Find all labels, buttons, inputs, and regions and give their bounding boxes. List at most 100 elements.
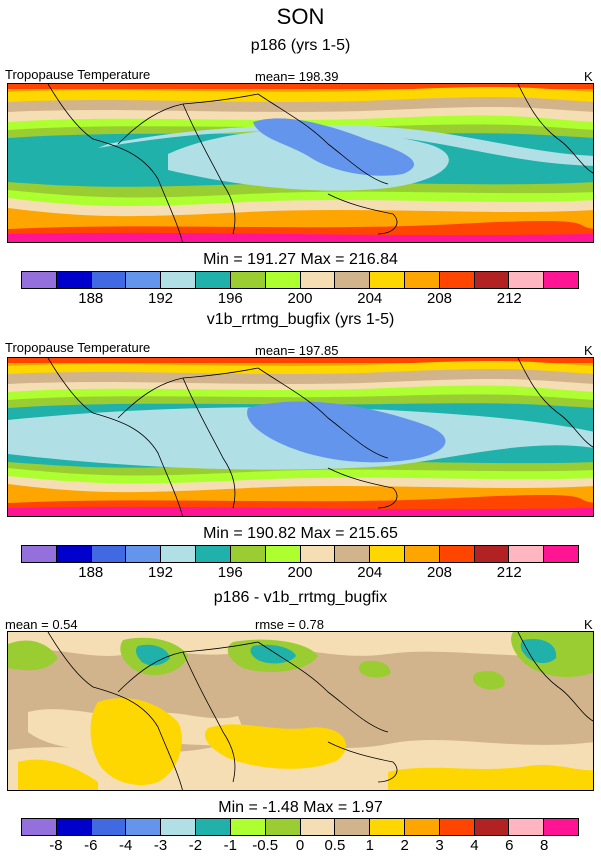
panel3-contour-field — [8, 632, 593, 790]
colorbar-swatch — [196, 819, 231, 835]
colorbar-tick-label: 3 — [435, 837, 444, 854]
colorbar-swatch — [370, 272, 405, 288]
colorbar-tick-label: 212 — [496, 290, 522, 307]
colorbar-swatch — [439, 272, 475, 288]
colorbar-swatch — [161, 546, 197, 562]
colorbar-swatch — [230, 272, 266, 288]
colorbar-swatch — [91, 272, 127, 288]
panel2-minmax: Min = 190.82 Max = 215.65 — [203, 525, 398, 542]
panel2-variable-label: Tropopause Temperature — [5, 340, 151, 355]
panel2-colorbar-ticks: 188 192 196 200 204 208 212 — [21, 564, 579, 582]
figure-title: SON — [276, 4, 325, 29]
colorbar-swatch — [509, 819, 545, 835]
panel2-units-label: K — [584, 343, 593, 358]
colorbar-swatch — [544, 819, 578, 835]
colorbar-swatch — [335, 546, 371, 562]
colorbar-tick-label: -3 — [153, 837, 168, 854]
colorbar-swatch — [509, 272, 545, 288]
colorbar-tick-label: 208 — [426, 290, 453, 307]
colorbar-tick-label: 188 — [78, 564, 104, 581]
colorbar-swatch — [91, 819, 127, 835]
colorbar-tick-label: 192 — [147, 564, 174, 581]
colorbar-swatch — [335, 819, 371, 835]
colorbar-swatch — [56, 819, 92, 835]
colorbar-tick-label: -0.5 — [252, 837, 279, 854]
panel2-colorbar — [21, 545, 579, 563]
colorbar-swatch — [439, 819, 475, 835]
panel2-mean-label: mean= 197.85 — [255, 343, 339, 358]
panel3-units-label: K — [584, 617, 593, 632]
colorbar-tick-label: 2 — [400, 837, 409, 854]
colorbar-swatch — [230, 546, 266, 562]
colorbar-swatch — [126, 546, 162, 562]
colorbar-swatch — [56, 546, 92, 562]
colorbar-swatch — [22, 272, 57, 288]
colorbar-tick-label: 204 — [357, 564, 383, 581]
panel1-map — [7, 83, 594, 243]
panel1-minmax: Min = 191.27 Max = 216.84 — [203, 251, 398, 268]
colorbar-swatch — [404, 272, 440, 288]
colorbar-swatch — [161, 819, 197, 835]
panel1-variable-label: Tropopause Temperature — [5, 67, 151, 82]
colorbar-swatch — [265, 546, 301, 562]
colorbar-swatch — [509, 546, 545, 562]
colorbar-tick-label: 1 — [365, 837, 374, 854]
colorbar-swatch — [91, 546, 127, 562]
panel3-minmax: Min = -1.48 Max = 1.97 — [218, 799, 383, 816]
colorbar-swatch — [544, 546, 578, 562]
colorbar-swatch — [265, 819, 301, 835]
colorbar-swatch — [300, 546, 336, 562]
colorbar-swatch — [265, 272, 301, 288]
colorbar-swatch — [474, 272, 510, 288]
colorbar-swatch — [230, 819, 266, 835]
colorbar-swatch — [56, 272, 92, 288]
colorbar-tick-label: 0.5 — [324, 837, 346, 854]
colorbar-swatch — [161, 272, 197, 288]
colorbar-swatch — [404, 819, 440, 835]
colorbar-tick-label: -1 — [223, 837, 237, 854]
colorbar-tick-label: -2 — [188, 837, 203, 854]
panel2-subtitle: v1b_rrtmg_bugfix (yrs 1-5) — [206, 311, 395, 328]
colorbar-tick-label: 212 — [496, 564, 522, 581]
panel3-colorbar — [21, 818, 579, 836]
colorbar-tick-label: 200 — [287, 290, 313, 307]
colorbar-swatch — [22, 546, 57, 562]
colorbar-tick-label: 6 — [505, 837, 514, 854]
colorbar-swatch — [404, 546, 440, 562]
panel3-mean-label: mean = 0.54 — [5, 617, 78, 632]
colorbar-tick-label: 8 — [539, 837, 549, 854]
panel2-contour-field — [8, 358, 593, 516]
panel1-contour-field — [8, 84, 593, 242]
colorbar-swatch — [370, 546, 405, 562]
colorbar-tick-label: 204 — [357, 290, 383, 307]
panel3-colorbar-ticks: -8 -6 -4 -3 -2 -1 -0.5 0 0.5 1 2 3 4 6 8 — [21, 837, 579, 855]
colorbar-swatch — [474, 546, 510, 562]
colorbar-swatch — [474, 819, 510, 835]
colorbar-swatch — [544, 272, 578, 288]
colorbar-tick-label: 208 — [426, 564, 453, 581]
colorbar-tick-label: -8 — [49, 837, 63, 854]
colorbar-tick-label: 196 — [217, 564, 243, 581]
colorbar-swatch — [196, 546, 231, 562]
panel1-colorbar-ticks: 188 192 196 200 204 208 212 — [21, 290, 579, 308]
panel1-colorbar — [21, 271, 579, 289]
colorbar-swatch — [196, 272, 231, 288]
panel3-map — [7, 631, 594, 791]
colorbar-swatch — [439, 546, 475, 562]
panel1-mean-label: mean= 198.39 — [255, 69, 339, 84]
colorbar-tick-label: 200 — [287, 564, 313, 581]
panel3-subtitle: p186 - v1b_rrtmg_bugfix — [213, 589, 388, 606]
colorbar-tick-label: 192 — [147, 290, 174, 307]
colorbar-swatch — [335, 272, 371, 288]
colorbar-tick-label: 0 — [295, 837, 305, 854]
panel3-rmse-label: rmse = 0.78 — [255, 617, 325, 632]
colorbar-swatch — [126, 272, 162, 288]
colorbar-tick-label: -4 — [118, 837, 133, 854]
colorbar-tick-label: -6 — [84, 837, 98, 854]
colorbar-swatch — [126, 819, 162, 835]
colorbar-swatch — [22, 819, 57, 835]
colorbar-swatch — [370, 819, 405, 835]
panel2-map — [7, 357, 594, 517]
colorbar-tick-label: 4 — [470, 837, 479, 854]
colorbar-swatch — [300, 819, 336, 835]
